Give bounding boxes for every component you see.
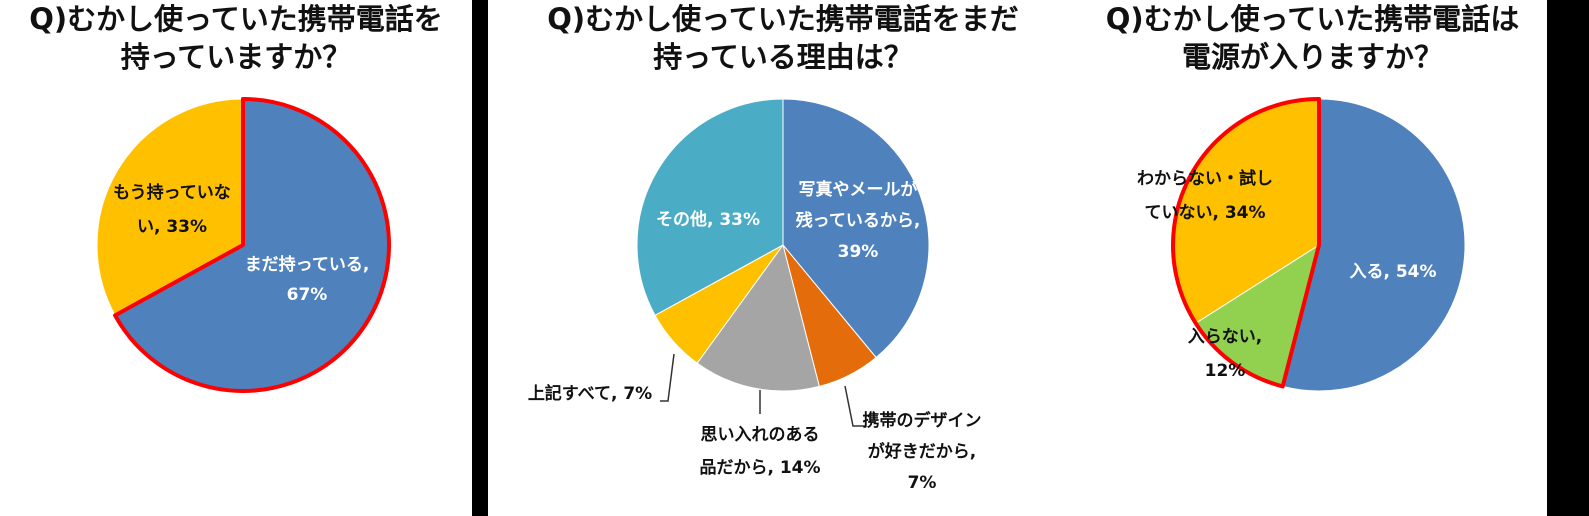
chart-1-title-line-1: Q)むかし使っていた携帯電話を	[29, 2, 443, 36]
chart-2-data-label-0: 写真やメールが残っているから, 39%	[796, 179, 921, 262]
chart-2-slice-2	[696, 243, 820, 392]
chart-1-data-label-0-line-1: 67%	[287, 285, 328, 305]
chart-3-title-line-2: 電源が入りますか？	[1181, 40, 1443, 74]
chart-3-title: Q)むかし使っていた携帯電話は 電源が入りますか？	[1078, 0, 1547, 76]
chart-2-slice-4	[636, 98, 784, 317]
chart-2-data-label-2-line-0: 思い入れのある	[701, 425, 820, 445]
chart-3-data-label-0: 入る, 54%	[1349, 262, 1436, 282]
chart-3-data-label-2-line-0: わからない・試し	[1137, 168, 1273, 189]
chart-2-data-label-3-line-0: 上記すべて, 7%	[528, 383, 652, 404]
chart-2-data-label-1-line-0: 携帯のデザイン	[863, 410, 982, 431]
chart-1-title-line-2: 持っていますか？	[120, 40, 352, 74]
chart-2-data-label-0-line-0: 写真やメールが	[799, 179, 918, 200]
chart-2-data-label-2: 思い入れのある品だから, 14%	[699, 425, 820, 478]
chart-2-data-label-3: 上記すべて, 7%	[528, 383, 652, 404]
chart-2-leader-line-3	[660, 353, 675, 402]
chart-2-data-label-1-line-1: が好きだから,	[868, 441, 976, 462]
chart-1-data-label-1: もう持っていない, 33%	[113, 182, 231, 237]
pie-chart-1: まだ持っている, 67% もう持っていない, 33%	[96, 97, 391, 393]
chart-3-highlight-outline	[1171, 97, 1321, 389]
chart-3-data-label-0-line-0: 入る, 54%	[1349, 262, 1436, 282]
chart-2-data-label-0-line-1: 残っているから,	[796, 210, 921, 231]
chart-1-title: Q)むかし使っていた携帯電話を 持っていますか？	[0, 0, 472, 76]
chart-2-title: Q)むかし使っていた携帯電話をまだ 持っている理由は？	[488, 0, 1078, 76]
chart-2-data-label-1: 携帯のデザインが好きだから, 7%	[863, 410, 982, 493]
chart-3-data-label-1-line-0: 入らない,	[1188, 327, 1262, 347]
chart-1-highlight-outline	[113, 97, 391, 393]
chart-3-title-line-1: Q)むかし使っていた携帯電話は	[1105, 2, 1520, 36]
chart-3-data-label-2-line-1: ていない, 34%	[1144, 203, 1265, 223]
chart-3-slice-0	[1282, 98, 1466, 392]
chart-2-title-line-1: Q)むかし使っていた携帯電話をまだ	[547, 2, 1019, 36]
pie-chart-2: 写真やメールが残っているから, 39% 携帯のデザインが好きだから, 7% 思い入れのあ…	[528, 98, 982, 493]
chart-2-data-label-4-line-0: その他, 33%	[656, 209, 760, 230]
chart-2-data-label-0-line-2: 39%	[838, 242, 879, 262]
chart-1-slice-1	[96, 98, 244, 317]
pie-chart-3: 入る, 54% 入らない, 12% わからない・試していない, 34%	[1137, 97, 1466, 392]
chart-2-slice-0	[782, 98, 930, 359]
chart-2-data-label-2-line-1: 品だから, 14%	[699, 458, 820, 478]
chart-panel-3: Q)むかし使っていた携帯電話は 電源が入りますか？	[1078, 0, 1547, 516]
chart-3-data-label-2: わからない・試していない, 34%	[1137, 168, 1273, 223]
chart-1-data-label-1-line-1: い, 33%	[137, 217, 207, 237]
chart-3-data-label-1: 入らない, 12%	[1188, 327, 1262, 381]
chart-1-data-label-0: まだ持っている, 67%	[245, 254, 370, 305]
chart-2-data-label-1-line-2: 7%	[908, 473, 937, 493]
chart-2-title-line-2: 持っている理由は？	[653, 40, 913, 74]
chart-2-leader-line-1	[844, 385, 866, 427]
chart-3-data-label-1-line-1: 12%	[1205, 361, 1246, 381]
chart-1-data-label-0-line-0: まだ持っている,	[245, 254, 370, 275]
chart-2-data-label-4: その他, 33%	[656, 209, 760, 230]
chart-1-data-label-1-line-0: もう持っていな	[113, 182, 231, 203]
